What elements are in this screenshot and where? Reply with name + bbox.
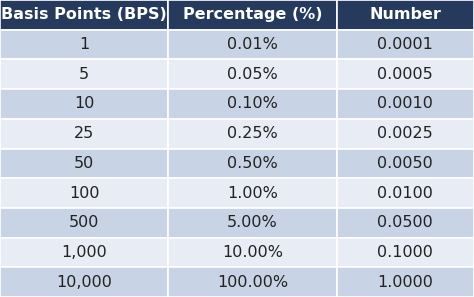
Text: 0.1000: 0.1000 [377,245,433,260]
Bar [0,178,168,208]
Bar [337,267,474,297]
Bar [168,89,337,119]
Bar [337,30,474,59]
Bar [168,178,337,208]
Text: Percentage (%): Percentage (%) [182,7,322,22]
Bar [337,148,474,178]
Text: 0.0050: 0.0050 [377,156,433,171]
Text: Number: Number [369,7,441,22]
Text: 100.00%: 100.00% [217,275,288,290]
Bar [0,59,168,89]
Text: 0.05%: 0.05% [227,67,278,82]
Text: 0.0100: 0.0100 [377,186,433,200]
Bar [337,59,474,89]
Bar [0,238,168,267]
Bar [337,178,474,208]
Text: 0.0500: 0.0500 [377,215,433,230]
Bar [0,119,168,148]
Text: 0.50%: 0.50% [227,156,278,171]
Text: 0.0001: 0.0001 [377,37,433,52]
Text: 10,000: 10,000 [56,275,112,290]
Text: 1.0000: 1.0000 [377,275,433,290]
Text: 0.01%: 0.01% [227,37,278,52]
Text: 0.0005: 0.0005 [377,67,433,82]
Text: 1.00%: 1.00% [227,186,278,200]
Text: 0.10%: 0.10% [227,97,278,111]
Bar [0,0,168,30]
Bar [337,208,474,238]
Bar [337,238,474,267]
Bar [0,208,168,238]
Text: 0.0025: 0.0025 [377,126,433,141]
Text: Basis Points (BPS): Basis Points (BPS) [1,7,167,22]
Bar [337,119,474,148]
Bar [337,0,474,30]
Bar [168,238,337,267]
Bar [168,148,337,178]
Bar [337,89,474,119]
Text: 25: 25 [74,126,94,141]
Bar [0,267,168,297]
Bar [0,30,168,59]
Text: 10: 10 [74,97,94,111]
Text: 10.00%: 10.00% [222,245,283,260]
Bar [168,59,337,89]
Bar [168,119,337,148]
Text: 5: 5 [79,67,89,82]
Bar [0,148,168,178]
Text: 50: 50 [74,156,94,171]
Text: 1: 1 [79,37,89,52]
Bar [168,208,337,238]
Text: 100: 100 [69,186,100,200]
Text: 5.00%: 5.00% [227,215,278,230]
Bar [0,89,168,119]
Text: 0.0010: 0.0010 [377,97,433,111]
Bar [168,267,337,297]
Text: 1,000: 1,000 [61,245,107,260]
Bar [168,0,337,30]
Text: 0.25%: 0.25% [227,126,278,141]
Bar [168,30,337,59]
Text: 500: 500 [69,215,100,230]
